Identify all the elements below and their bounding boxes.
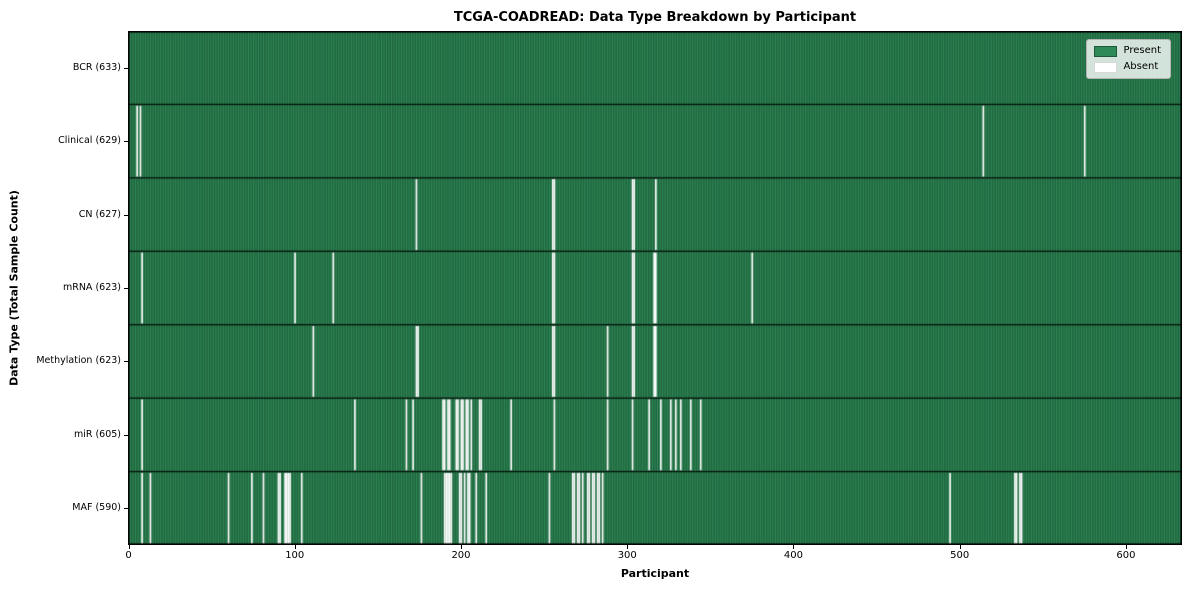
legend-absent-label: Absent: [1123, 61, 1159, 72]
y-tick-mark: [124, 67, 128, 69]
heatmap-canvas[interactable]: [128, 31, 1182, 545]
y-tick-label: mRNA (623): [62, 282, 121, 293]
y-tick-label: Methylation (623): [36, 355, 121, 367]
y-tick-label: miR (605): [73, 428, 121, 440]
x-tick-mark: [627, 545, 629, 549]
y-tick-mark: [124, 361, 128, 363]
legend: Present Absent: [1086, 39, 1171, 79]
plot-area[interactable]: Present Absent: [128, 31, 1182, 545]
y-tick-mark: [124, 214, 128, 216]
x-tick-label: 0: [125, 550, 132, 561]
y-tick-label: BCR (633): [72, 61, 121, 73]
x-tick-label: 500: [950, 550, 970, 561]
legend-absent-swatch: [1094, 61, 1118, 73]
legend-present-swatch: [1094, 45, 1118, 57]
x-tick-label: 300: [617, 550, 637, 561]
x-tick-label: 400: [783, 550, 804, 561]
y-tick-mark: [124, 434, 128, 436]
legend-entry-present: Present: [1094, 45, 1161, 57]
x-axis-title: Participant: [620, 567, 690, 580]
y-tick-label: Clinical (629): [58, 135, 121, 147]
x-tick-mark: [128, 545, 130, 549]
y-tick-mark: [124, 288, 128, 289]
y-tick-mark: [124, 508, 128, 510]
x-tick-mark: [959, 545, 961, 549]
y-tick-label: CN (627): [78, 208, 121, 220]
x-tick-label: 100: [285, 550, 305, 561]
x-tick-mark: [793, 545, 795, 549]
y-tick-label: MAF (590): [72, 502, 121, 514]
y-tick-mark: [124, 141, 128, 143]
x-tick-label: 200: [451, 550, 471, 561]
x-tick-label: 600: [1116, 550, 1136, 561]
legend-present-label: Present: [1123, 45, 1161, 56]
x-tick-mark: [460, 545, 462, 549]
x-tick-mark: [1125, 545, 1127, 549]
legend-entry-absent: Absent: [1094, 61, 1161, 73]
chart-title: TCGA-COADREAD: Data Type Breakdown by Pa…: [453, 10, 857, 25]
x-tick-mark: [294, 545, 296, 549]
